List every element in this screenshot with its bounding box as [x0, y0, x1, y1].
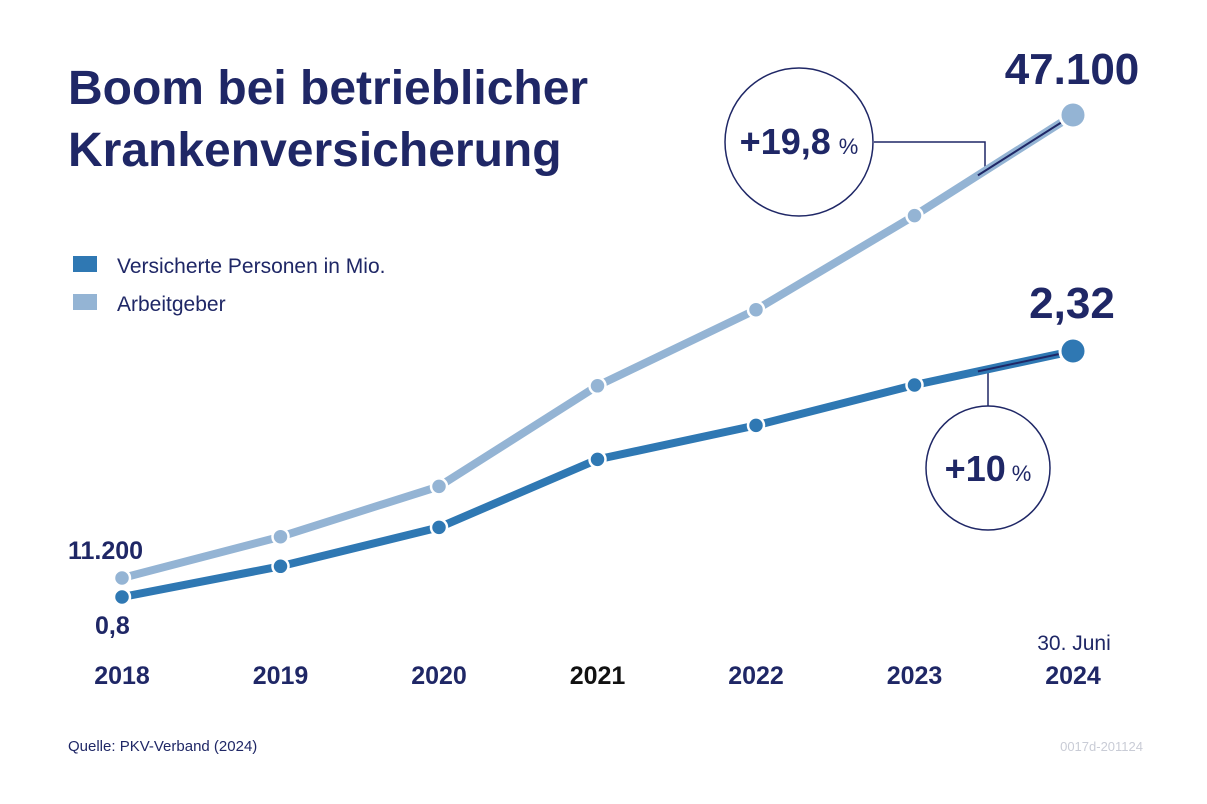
data-point-personen-2019 — [271, 557, 290, 576]
legend: Versicherte Personen in Mio. Arbeitgeber — [73, 255, 385, 316]
legend-label-personen: Versicherte Personen in Mio. — [117, 255, 385, 278]
data-point-personen-2018 — [112, 587, 132, 607]
data-label-personen-start: 0,8 — [95, 612, 130, 640]
legend-swatch-personen — [73, 256, 97, 272]
data-label-arbeitgeber-start: 11.200 — [68, 537, 143, 565]
series-accent-personen — [977, 352, 1062, 373]
growth-circle-arbeitgeber — [724, 67, 874, 217]
growth-circle-personen — [925, 405, 1051, 531]
data-point-arbeitgeber-2020 — [429, 477, 449, 496]
growth-label-arbeitgeber: +19,8% — [740, 121, 859, 162]
growth-annotation-arbeitgeber: +19,8% — [724, 67, 986, 217]
series-points-arbeitgeber — [112, 100, 1088, 588]
series-line-arbeitgeber — [120, 111, 1076, 582]
growth-label-personen: +10% — [945, 448, 1032, 489]
series-points-personen — [112, 336, 1088, 607]
source-note: Quelle: PKV-Verband (2024) — [68, 738, 257, 755]
x-tick-2018: 2018 — [94, 662, 150, 690]
x-tick-note-2024: 30. Juni — [1037, 632, 1111, 655]
x-tick-2020: 2020 — [411, 662, 467, 690]
growth-annotation-personen: +10% — [925, 372, 1051, 531]
data-label-personen-end: 2,32 — [1029, 279, 1115, 328]
data-point-arbeitgeber-2024 — [1058, 100, 1088, 130]
legend-swatch-arbeitgeber — [73, 294, 97, 310]
x-tick-2019: 2019 — [253, 662, 309, 690]
data-point-arbeitgeber-2022 — [746, 300, 766, 319]
graphic-code: 0017d-201124 — [1060, 739, 1143, 754]
growth-value-personen: +10 — [945, 448, 1006, 489]
chart-title-line-1: Boom bei betrieblicher — [68, 62, 588, 115]
data-point-personen-2022 — [746, 416, 766, 435]
series-accent-arbeitgeber — [977, 121, 1062, 177]
x-axis-ticks: 2018 2019 2020 2021 2022 2023 2024 — [94, 662, 1101, 690]
growth-unit-arbeitgeber: % — [839, 134, 859, 159]
data-label-arbeitgeber-end: 47.100 — [1005, 45, 1140, 94]
data-point-personen-2021 — [588, 450, 607, 469]
data-point-arbeitgeber-2021 — [588, 376, 607, 396]
data-point-arbeitgeber-2018 — [112, 568, 132, 588]
x-tick-2021: 2021 — [570, 662, 626, 690]
chart-title-line-2: Krankenversicherung — [68, 124, 562, 177]
growth-unit-personen: % — [1012, 461, 1032, 486]
growth-leader-line-arbeitgeber — [874, 141, 986, 168]
x-tick-2023: 2023 — [887, 662, 943, 690]
data-point-personen-2024 — [1058, 336, 1088, 366]
data-point-personen-2023 — [905, 375, 924, 395]
data-point-personen-2020 — [429, 518, 449, 537]
growth-value-arbeitgeber: +19,8 — [740, 121, 831, 162]
legend-label-arbeitgeber: Arbeitgeber — [117, 293, 226, 316]
data-point-arbeitgeber-2019 — [271, 527, 290, 546]
data-point-arbeitgeber-2023 — [905, 206, 924, 225]
x-tick-2022: 2022 — [728, 662, 784, 690]
x-tick-2024: 2024 — [1045, 662, 1101, 690]
